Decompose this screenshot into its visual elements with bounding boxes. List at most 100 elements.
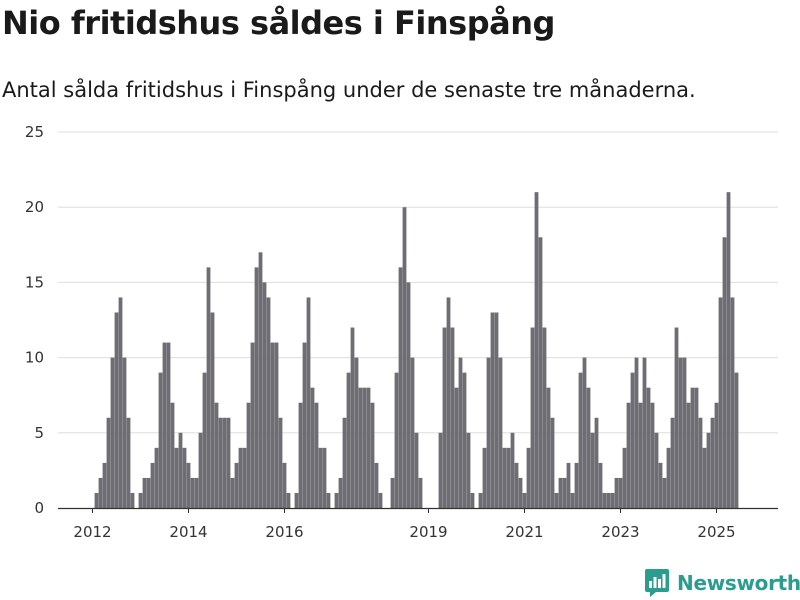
bar-2025-03: [722, 237, 727, 508]
bar-2018-05: [394, 372, 399, 508]
bar-2020-05: [490, 312, 495, 508]
bar-2018-01: [378, 492, 383, 508]
bar-2022-06: [590, 432, 595, 508]
bar-2013-11: [178, 432, 183, 508]
bar-2017-12: [374, 462, 379, 508]
bar-2012-11: [130, 492, 135, 508]
bar-2018-08: [406, 282, 411, 508]
bar-2017-09: [362, 387, 367, 508]
bar-2019-04: [438, 432, 443, 508]
bar-2021-04: [534, 192, 539, 508]
bar-2019-06: [446, 297, 451, 508]
bar-2019-05: [442, 327, 447, 508]
bar-2023-10: [654, 432, 659, 508]
bar-2020-02: [478, 492, 483, 508]
bar-2022-08: [598, 462, 603, 508]
bar-2015-06: [254, 267, 259, 508]
bars: [94, 192, 739, 508]
bar-2012-10: [126, 417, 131, 508]
bar-2022-11: [610, 492, 615, 508]
bar-2018-09: [410, 357, 415, 508]
bar-2016-01: [282, 462, 287, 508]
bar-2013-03: [146, 477, 151, 508]
bar-2016-10: [318, 447, 323, 508]
bar-2016-06: [302, 342, 307, 508]
chart-title: Nio fritidshus såldes i Finspång: [2, 4, 555, 42]
bar-2013-04: [150, 462, 155, 508]
bar-2024-09: [698, 417, 703, 508]
bar-2021-03: [530, 327, 535, 508]
bar-2020-08: [502, 447, 507, 508]
bar-2022-05: [586, 387, 591, 508]
bar-2020-09: [506, 447, 511, 508]
bar-2021-12: [566, 462, 571, 508]
bar-2021-09: [554, 492, 559, 508]
bar-2014-09: [218, 417, 223, 508]
newsworthy-chart-bubble-icon: [645, 569, 669, 597]
bar-2021-10: [558, 477, 563, 508]
x-tick-label: 2014: [169, 523, 207, 541]
bar-2020-06: [494, 312, 499, 508]
bar-2021-01: [522, 492, 527, 508]
bar-2016-04: [294, 492, 299, 508]
bar-2022-01: [570, 492, 575, 508]
x-tick-label: 2025: [697, 523, 735, 541]
x-tick-label: 2019: [409, 523, 447, 541]
bar-2017-10: [366, 387, 371, 508]
bar-2025-04: [726, 192, 731, 508]
bar-2022-09: [602, 492, 607, 508]
bar-2014-04: [198, 432, 203, 508]
bar-2012-04: [102, 462, 107, 508]
bar-2019-07: [450, 327, 455, 508]
bar-2012-02: [94, 492, 99, 508]
y-tick-label: 10: [25, 349, 44, 367]
bar-2015-11: [274, 342, 279, 508]
bar-2013-05: [154, 447, 159, 508]
bar-2014-10: [222, 417, 227, 508]
bar-2016-05: [298, 402, 303, 508]
bar-2024-07: [690, 387, 695, 508]
bar-2014-05: [202, 372, 207, 508]
bar-2016-12: [326, 492, 331, 508]
bar-2015-02: [238, 447, 243, 508]
bar-2024-03: [674, 327, 679, 508]
bar-2020-04: [486, 357, 491, 508]
bar-2015-07: [258, 252, 263, 508]
bar-2025-05: [730, 297, 735, 508]
bar-2019-10: [462, 372, 467, 508]
bar-2022-10: [606, 492, 611, 508]
bar-2022-12: [614, 477, 619, 508]
bar-2013-01: [138, 492, 143, 508]
bar-2015-08: [262, 282, 267, 508]
bar-2013-09: [170, 402, 175, 508]
bar-2017-04: [342, 417, 347, 508]
bar-2023-06: [638, 402, 643, 508]
bar-2020-12: [518, 477, 523, 508]
bar-2018-04: [390, 477, 395, 508]
bar-2012-05: [106, 417, 111, 508]
bar-2018-07: [402, 207, 407, 508]
newsworthy-logo: Newsworthy: [644, 568, 800, 598]
bar-2012-07: [114, 312, 119, 508]
y-tick-label: 15: [25, 273, 44, 291]
bar-2019-09: [458, 357, 463, 508]
bar-2023-01: [618, 477, 623, 508]
bar-2017-02: [334, 492, 339, 508]
bar-2013-10: [174, 447, 179, 508]
bar-2023-07: [642, 357, 647, 508]
x-tick-label: 2012: [73, 523, 111, 541]
chart-subtitle: Antal sålda fritidshus i Finspång under …: [2, 78, 696, 102]
bar-2025-01: [714, 402, 719, 508]
bar-2017-06: [350, 327, 355, 508]
bar-2015-10: [270, 342, 275, 508]
bar-2025-02: [718, 297, 723, 508]
bar-2023-02: [622, 447, 627, 508]
bar-2023-12: [662, 477, 667, 508]
bar-2018-06: [398, 267, 403, 508]
bar-2016-02: [286, 492, 291, 508]
bar-2023-08: [646, 387, 651, 508]
bar-2019-11: [466, 432, 471, 508]
bar-2013-12: [182, 447, 187, 508]
y-tick-label: 20: [25, 198, 44, 216]
